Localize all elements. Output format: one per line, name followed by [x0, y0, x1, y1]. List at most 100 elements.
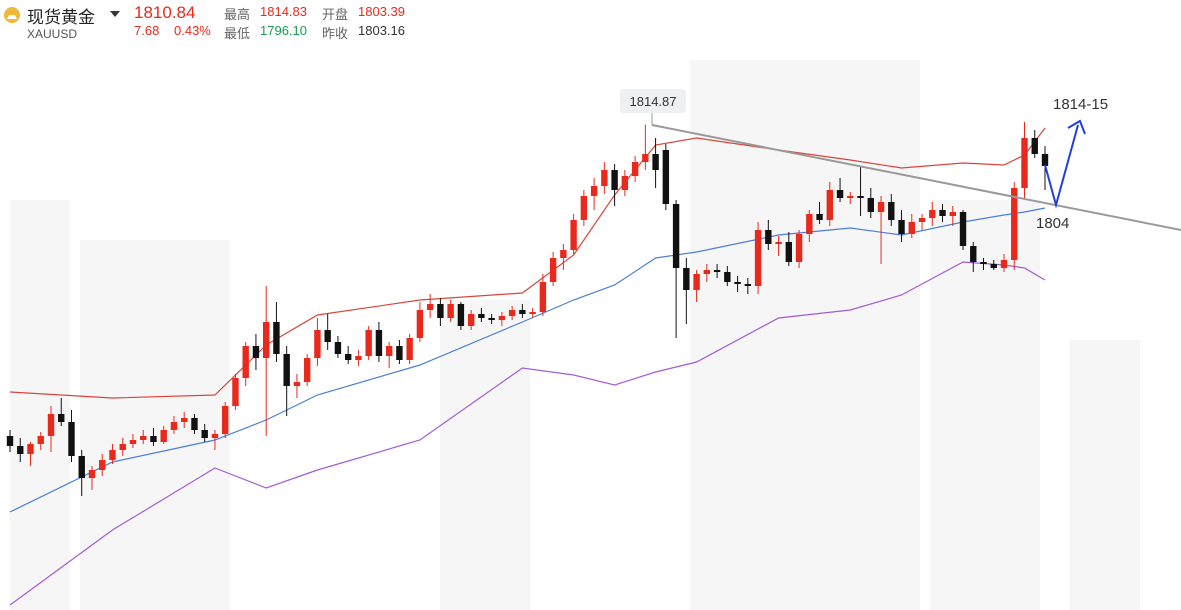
- candle-body: [826, 190, 834, 220]
- candle-body: [580, 196, 588, 220]
- candle-body: [396, 346, 403, 360]
- candle-body: [334, 342, 342, 354]
- candle-body: [590, 186, 598, 196]
- band-line: [9, 261, 1046, 606]
- candle-body: [99, 460, 106, 470]
- candle-body: [1041, 154, 1049, 166]
- candle-body: [980, 262, 987, 264]
- candle-body: [713, 270, 721, 272]
- candle-body: [939, 210, 946, 216]
- candle-body: [365, 330, 372, 356]
- candle-body: [201, 430, 208, 438]
- gold-icon-bars: [7, 15, 17, 19]
- background-buildings: [10, 60, 1140, 610]
- candle-body: [652, 154, 659, 170]
- candle-body: [703, 270, 711, 274]
- open: 1803.39: [358, 4, 405, 19]
- candle-body: [662, 150, 670, 204]
- candle-body: [611, 170, 618, 190]
- dropdown-arrow[interactable]: [110, 11, 120, 17]
- label: 最高: [224, 7, 251, 22]
- candle-body: [888, 202, 895, 220]
- candle-body: [898, 220, 905, 234]
- candle-body: [1021, 138, 1028, 188]
- candle-body: [344, 354, 352, 360]
- prev-close: 1803.16: [358, 23, 405, 38]
- candle-body: [58, 414, 65, 422]
- candle-body: [744, 284, 752, 286]
- candle-body: [754, 230, 762, 286]
- candle-body: [314, 330, 321, 358]
- annotation: 1804: [1036, 215, 1069, 232]
- candle-body: [426, 304, 434, 310]
- candle-body: [303, 358, 311, 382]
- candle-body: [570, 220, 577, 250]
- candle-body: [211, 434, 219, 438]
- label: 开盘: [322, 7, 349, 22]
- annotation-box: [620, 89, 686, 113]
- band-line: [9, 207, 1046, 513]
- candle-body: [293, 382, 301, 386]
- candle-body: [857, 196, 864, 198]
- candle-body: [908, 222, 915, 234]
- candle-body: [785, 242, 793, 262]
- annotation: 1814.87: [630, 94, 677, 109]
- candle-body: [847, 196, 854, 198]
- candle-body: [631, 162, 639, 176]
- candle-body: [970, 246, 977, 262]
- candle-body: [242, 346, 249, 378]
- candle-body: [621, 176, 629, 190]
- candle-body: [283, 354, 290, 386]
- candle-body: [262, 322, 270, 358]
- candle-body: [119, 444, 126, 450]
- change-pct: 0.43%: [174, 23, 211, 38]
- change: 7.68: [134, 23, 160, 38]
- arrow-head: [1067, 119, 1086, 135]
- candle-body: [170, 422, 178, 430]
- candle-body: [642, 154, 649, 162]
- candle-body: [6, 436, 14, 446]
- candle-body: [232, 378, 239, 406]
- candle-body: [734, 282, 741, 284]
- candle-body: [959, 212, 967, 246]
- candle-body: [17, 446, 24, 454]
- candle-body: [795, 234, 803, 262]
- candle-body: [508, 310, 516, 316]
- candle-body: [724, 272, 731, 282]
- trend-line: [651, 124, 1181, 231]
- label: 昨收: [322, 26, 349, 41]
- candle-body: [1031, 138, 1038, 154]
- candle-body: [990, 264, 997, 268]
- candle-body: [877, 202, 885, 212]
- candle-body: [129, 440, 137, 444]
- candle-body: [529, 312, 536, 314]
- instrument-name[interactable]: 现货黄金: [27, 8, 95, 27]
- candle-body: [78, 456, 85, 478]
- candle-body: [221, 406, 229, 434]
- candle-body: [37, 436, 44, 444]
- candle-body: [150, 436, 157, 442]
- candle-body: [181, 418, 188, 422]
- candle-body: [683, 268, 690, 290]
- candle-body: [457, 304, 465, 326]
- candle-body: [416, 310, 424, 338]
- candle-body: [324, 330, 331, 342]
- candle-body: [406, 338, 413, 360]
- candle-body: [836, 190, 844, 198]
- candle-body: [355, 356, 362, 360]
- candle-body: [160, 430, 167, 442]
- candle-body: [918, 218, 926, 222]
- candle-body: [765, 230, 772, 244]
- candle-body: [88, 470, 96, 478]
- candle-body: [191, 418, 198, 430]
- candle-body: [385, 346, 393, 356]
- candle-body: [806, 214, 813, 234]
- candle-body: [27, 444, 34, 454]
- candle-body: [447, 304, 454, 318]
- high: 1814.83: [260, 4, 307, 19]
- candle-body: [775, 242, 782, 244]
- candle-body: [47, 414, 55, 436]
- candle-body: [140, 436, 147, 440]
